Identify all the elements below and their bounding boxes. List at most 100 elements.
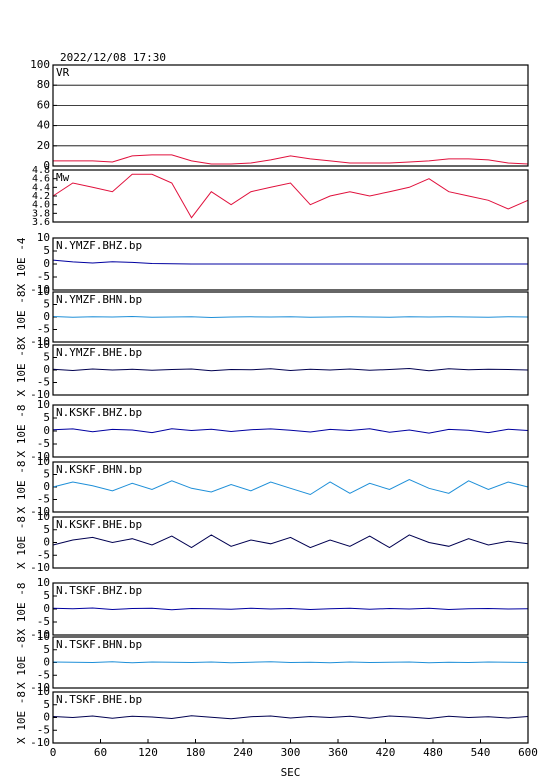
panel-frame xyxy=(52,582,529,636)
y-tick-label: 4.4 xyxy=(32,182,50,193)
panel-label: N.YMZF.BHZ.bp xyxy=(56,239,142,252)
y-tick-label: -10 xyxy=(30,681,50,694)
y-tick-label: 4.8 xyxy=(32,165,50,176)
x-tick-label: 360 xyxy=(328,746,348,759)
x-tick-label: 60 xyxy=(94,746,107,759)
x-axis-label: SEC xyxy=(281,766,301,779)
y-tick-label: -10 xyxy=(30,505,50,518)
y-tick-label: 10 xyxy=(37,576,50,589)
series-line xyxy=(52,715,529,720)
y-tick-label: -5 xyxy=(37,723,50,736)
panel-frame xyxy=(52,237,529,291)
y-tick-label: -5 xyxy=(37,548,50,561)
series-line xyxy=(52,367,529,372)
y-tick-label: 5 xyxy=(43,411,50,424)
panel-label: N.YMZF.BHE.bp xyxy=(56,346,142,359)
y-axis-label: X 10E -8 xyxy=(15,691,28,744)
x-tick-label: 420 xyxy=(376,746,396,759)
y-tick-label: 4.2 xyxy=(32,191,50,202)
x-tick-label: 180 xyxy=(186,746,206,759)
y-tick-label: -10 xyxy=(30,450,50,463)
panel-label: VR xyxy=(56,66,70,79)
y-tick-label: -5 xyxy=(37,323,50,336)
y-tick-label: -5 xyxy=(37,437,50,450)
y-tick-label: 10 xyxy=(37,338,50,351)
y-tick-label: 5 xyxy=(43,298,50,311)
panel-label: N.KSKF.BHE.bp xyxy=(56,518,142,531)
series-line xyxy=(52,173,529,219)
x-tick-label: 120 xyxy=(138,746,158,759)
x-tick-label: 600 xyxy=(518,746,538,759)
y-axis-label: X 10E -8 xyxy=(15,291,28,344)
y-axis-label: X 10E -4 xyxy=(15,237,28,290)
y-tick-label: -10 xyxy=(30,283,50,296)
y-tick-label: -10 xyxy=(30,628,50,641)
panel-frame xyxy=(52,461,529,513)
y-tick-label: 0 xyxy=(43,424,50,437)
series-line xyxy=(52,607,529,611)
series-line xyxy=(52,428,529,434)
panel-label: N.TSKF.BHE.bp xyxy=(56,693,142,706)
series-line xyxy=(52,534,529,549)
y-tick-label: -5 xyxy=(37,615,50,628)
y-tick-label: 0 xyxy=(43,363,50,376)
y-tick-label: 5 xyxy=(43,698,50,711)
y-tick-label: 5 xyxy=(43,351,50,364)
y-tick-label: -5 xyxy=(37,668,50,681)
y-tick-label: -5 xyxy=(37,493,50,506)
y-tick-label: -10 xyxy=(30,335,50,348)
y-tick-label: -5 xyxy=(37,270,50,283)
panel-label: N.KSKF.BHZ.bp xyxy=(56,406,142,419)
x-tick-label: 240 xyxy=(233,746,253,759)
y-tick-label: 0 xyxy=(43,656,50,669)
y-tick-label: 5 xyxy=(43,589,50,602)
series-line xyxy=(52,315,529,319)
panel-frame xyxy=(52,516,529,569)
y-axis-label: X 10E -8 xyxy=(15,583,28,636)
x-tick-label: 480 xyxy=(423,746,443,759)
chart-title: 2022/12/08 17:30 xyxy=(60,51,166,64)
y-tick-label: -10 xyxy=(30,388,50,401)
panel-frame xyxy=(52,636,529,689)
y-tick-label: 10 xyxy=(37,231,50,244)
x-tick-label: 540 xyxy=(471,746,491,759)
y-tick-label: 0 xyxy=(43,310,50,323)
y-tick-label: 5 xyxy=(43,523,50,536)
panel-label: N.TSKF.BHZ.bp xyxy=(56,584,142,597)
panel-frame xyxy=(52,64,529,167)
y-tick-label: 0 xyxy=(43,711,50,724)
panel-frame xyxy=(52,169,529,223)
y-tick-label: 20 xyxy=(37,139,50,152)
y-tick-label: 10 xyxy=(37,285,50,298)
y-tick-label: 0 xyxy=(43,536,50,549)
panel-frame xyxy=(52,291,529,343)
y-tick-label: 0 xyxy=(43,480,50,493)
y-axis-label: X 10E -8 xyxy=(15,344,28,397)
x-tick-label: 300 xyxy=(281,746,301,759)
panel-label: N.YMZF.BHN.bp xyxy=(56,293,142,306)
series-line xyxy=(52,259,528,265)
y-tick-label: 10 xyxy=(37,398,50,411)
panel-label: N.TSKF.BHN.bp xyxy=(56,638,142,651)
y-tick-label: 5 xyxy=(43,468,50,481)
panel-label: N.KSKF.BHN.bp xyxy=(56,463,142,476)
panel-frame xyxy=(52,344,529,396)
series-line xyxy=(52,661,529,664)
y-tick-label: 10 xyxy=(37,510,50,523)
y-tick-label: 100 xyxy=(30,58,50,71)
x-tick-label: 0 xyxy=(50,746,57,759)
y-tick-label: 4.6 xyxy=(32,174,50,185)
y-tick-label: -10 xyxy=(30,561,50,574)
y-axis-label: X 10E -8 xyxy=(15,516,28,569)
y-tick-label: 5 xyxy=(43,643,50,656)
y-tick-label: 5 xyxy=(43,244,50,257)
y-tick-label: 0 xyxy=(43,602,50,615)
y-tick-label: 40 xyxy=(37,119,50,132)
y-tick-label: 3.6 xyxy=(32,217,50,228)
y-tick-label: 60 xyxy=(37,98,50,111)
y-tick-label: 10 xyxy=(37,455,50,468)
series-line xyxy=(52,478,529,496)
y-tick-label: 0 xyxy=(43,257,50,270)
y-axis-label: X 10E -8 xyxy=(15,636,28,689)
